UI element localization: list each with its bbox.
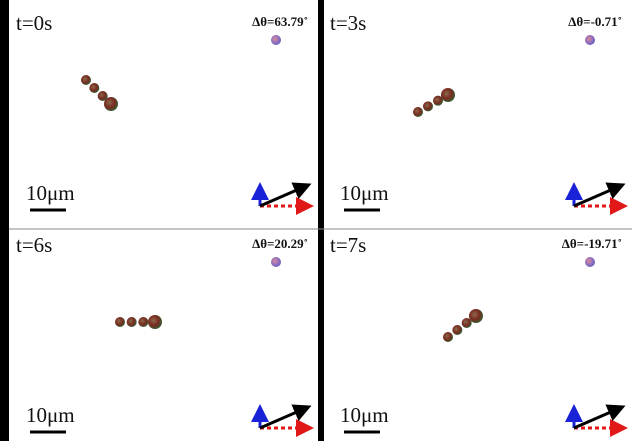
chain-bead bbox=[81, 75, 91, 85]
chain-bead bbox=[413, 107, 423, 117]
chain-bead bbox=[89, 83, 99, 93]
center-divider bbox=[318, 0, 324, 441]
scale-label: 10μm bbox=[26, 403, 75, 427]
angle-label: Δθ=20.29˚ bbox=[252, 236, 308, 251]
left-border bbox=[0, 0, 9, 441]
reference-particle bbox=[585, 35, 595, 45]
chain-bead bbox=[452, 325, 462, 335]
scale-label: 10μm bbox=[340, 403, 389, 427]
chain-bead bbox=[443, 332, 453, 342]
chain-bead bbox=[441, 88, 455, 102]
scale-label: 10μm bbox=[340, 181, 389, 205]
figure: t=0s Δθ=63.79˚ 10μm t=3s Δθ=-0.71˚ 10μm t=6s Δθ… bbox=[0, 0, 632, 441]
reference-particle bbox=[271, 257, 281, 267]
chain-bead bbox=[104, 97, 118, 111]
angle-label: Δθ=63.79˚ bbox=[252, 14, 308, 29]
chain-bead bbox=[138, 317, 148, 327]
chain-bead bbox=[423, 101, 433, 111]
chain-bead bbox=[127, 317, 137, 327]
scale-label: 10μm bbox=[26, 181, 75, 205]
chain-bead bbox=[148, 315, 162, 329]
angle-label: Δθ=-0.71˚ bbox=[568, 14, 622, 29]
background bbox=[0, 0, 632, 441]
chain-bead bbox=[469, 309, 483, 323]
reference-particle bbox=[585, 257, 595, 267]
time-label: t=6s bbox=[16, 233, 52, 257]
time-label: t=3s bbox=[330, 11, 366, 35]
angle-label: Δθ=-19.71˚ bbox=[562, 236, 622, 251]
reference-particle bbox=[271, 35, 281, 45]
time-label: t=7s bbox=[330, 233, 366, 257]
chain-bead bbox=[115, 317, 125, 327]
time-label: t=0s bbox=[16, 11, 52, 35]
